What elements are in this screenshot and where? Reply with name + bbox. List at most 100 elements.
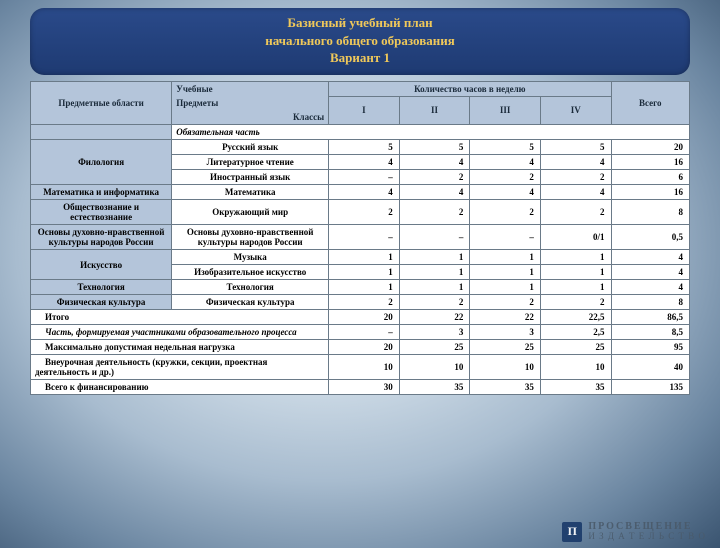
summary-value: 25 [399,340,470,355]
value-cell: 5 [399,140,470,155]
value-cell: 1 [329,250,400,265]
subject-cell: Математика [172,185,329,200]
value-cell: 6 [611,170,690,185]
header-areas: Предметные области [31,81,172,125]
logo-mark: П [562,522,582,542]
summary-value: 35 [399,380,470,395]
value-cell: 8 [611,200,690,225]
value-cell: 4 [611,250,690,265]
value-cell: 1 [399,265,470,280]
header-col-2: II [399,96,470,125]
value-cell: 1 [540,265,611,280]
value-cell: 1 [329,265,400,280]
value-cell: 2 [470,200,541,225]
subject-area-cell: Основы духовно-нравственной культуры нар… [31,225,172,250]
value-cell: 4 [540,155,611,170]
subject-area-cell: Технология [31,280,172,295]
title-line-1: Базисный учебный план [50,14,670,32]
summary-value: 25 [540,340,611,355]
value-cell: 2 [329,200,400,225]
table-row: ФилологияРусский язык555520 [31,140,690,155]
summary-value: 135 [611,380,690,395]
subject-cell: Изобразительное искусство [172,265,329,280]
value-cell: 0/1 [540,225,611,250]
value-cell: 1 [540,280,611,295]
value-cell: – [329,170,400,185]
value-cell: – [329,225,400,250]
value-cell: 2 [540,200,611,225]
value-cell: 1 [470,265,541,280]
section-mandatory-label: Обязательная часть [172,125,690,140]
value-cell: 1 [470,280,541,295]
table-body: Обязательная частьФилологияРусский язык5… [31,125,690,395]
value-cell: 4 [329,155,400,170]
value-cell: 8 [611,295,690,310]
value-cell: 1 [399,250,470,265]
value-cell: 20 [611,140,690,155]
header-col-1: I [329,96,400,125]
curriculum-table: Предметные области Учебные Количество ча… [30,81,690,396]
value-cell: 4 [470,185,541,200]
table-row: ТехнологияТехнология11114 [31,280,690,295]
summary-value: 20 [329,310,400,325]
subject-cell: Иностранный язык [172,170,329,185]
header-col-4: IV [540,96,611,125]
publisher-logo: П ПРОСВЕЩЕНИЕ И З Д А Т Е Л Ь С Т В О [562,521,706,542]
summary-value: 3 [399,325,470,340]
subject-cell: Литературное чтение [172,155,329,170]
summary-label: Всего к финансированию [31,380,329,395]
summary-value: 86,5 [611,310,690,325]
value-cell: 1 [399,280,470,295]
summary-row: Максимально допустимая недельная нагрузк… [31,340,690,355]
subject-cell: Физическая культура [172,295,329,310]
summary-label: Максимально допустимая недельная нагрузк… [31,340,329,355]
value-cell: – [470,225,541,250]
value-cell: 16 [611,185,690,200]
summary-value: 10 [470,355,541,380]
value-cell: 4 [399,185,470,200]
logo-sub: И З Д А Т Е Л Ь С Т В О [588,532,706,542]
value-cell: 4 [470,155,541,170]
summary-value: 10 [329,355,400,380]
summary-value: 35 [540,380,611,395]
value-cell: – [399,225,470,250]
subject-area-cell: Обществознание и естествознание [31,200,172,225]
value-cell: 2 [399,200,470,225]
summary-value: 10 [399,355,470,380]
value-cell: 2 [470,295,541,310]
subject-cell: Технология [172,280,329,295]
value-cell: 1 [329,280,400,295]
summary-value: 22,5 [540,310,611,325]
title-banner: Базисный учебный план начального общего … [30,8,690,75]
summary-value: 35 [470,380,541,395]
header-hours-group: Количество часов в неделю [329,81,611,96]
value-cell: 0,5 [611,225,690,250]
subject-cell: Музыка [172,250,329,265]
summary-label: Итого [31,310,329,325]
header-subjects-mid: Предметы [172,96,329,110]
summary-value: 40 [611,355,690,380]
summary-value: 30 [329,380,400,395]
summary-value: – [329,325,400,340]
summary-value: 3 [470,325,541,340]
subject-cell: Окружающий мир [172,200,329,225]
value-cell: 2 [399,170,470,185]
summary-value: 20 [329,340,400,355]
summary-value: 10 [540,355,611,380]
curriculum-table-wrap: Предметные области Учебные Количество ча… [30,81,690,396]
subject-cell: Русский язык [172,140,329,155]
summary-value: 22 [399,310,470,325]
summary-value: 95 [611,340,690,355]
summary-value: 2,5 [540,325,611,340]
table-row: Основы духовно-нравственной культуры нар… [31,225,690,250]
value-cell: 2 [470,170,541,185]
header-classes: Классы [172,110,329,125]
subject-area-cell: Искусство [31,250,172,280]
summary-value: 22 [470,310,541,325]
summary-value: 25 [470,340,541,355]
summary-row: Часть, формируемая участниками образоват… [31,325,690,340]
table-row: Математика и информатикаМатематика444416 [31,185,690,200]
value-cell: 4 [329,185,400,200]
header-total: Всего [611,81,690,125]
subject-cell: Основы духовно-нравственной культуры нар… [172,225,329,250]
